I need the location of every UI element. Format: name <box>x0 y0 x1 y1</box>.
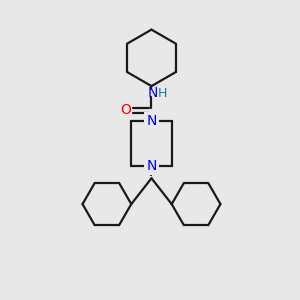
Text: N: N <box>146 159 157 173</box>
Text: O: O <box>120 103 131 117</box>
Text: N: N <box>146 114 157 128</box>
Text: N: N <box>148 86 158 100</box>
Text: H: H <box>158 87 167 100</box>
